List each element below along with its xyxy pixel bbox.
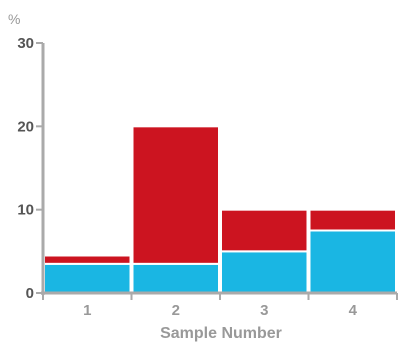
y-tick-label-0: 0 <box>26 285 34 302</box>
labels-layer: 0 10 20 30 1 2 3 4 <box>17 35 357 319</box>
y-tick-label-20: 20 <box>17 118 34 135</box>
bar-series2-cat-2 <box>131 125 220 265</box>
x-tick-label-3: 3 <box>260 302 268 319</box>
bar-series1-cat-4 <box>308 229 397 294</box>
bar-series1-cat-2 <box>131 262 220 294</box>
bar-series1-cat-1 <box>43 262 132 294</box>
bar-series2-cat-3 <box>220 208 309 253</box>
bars-layer <box>43 125 397 294</box>
bar-series1-cat-3 <box>220 250 309 294</box>
x-tick-label-4: 4 <box>349 302 358 319</box>
y-tick-label-30: 30 <box>17 35 34 52</box>
y-axis-unit-label: % <box>8 11 20 27</box>
axes-layer <box>36 42 398 300</box>
bar-series2-cat-1 <box>43 254 132 265</box>
x-tick-label-2: 2 <box>172 302 180 319</box>
bar-series2-cat-4 <box>308 208 397 232</box>
x-tick-label-1: 1 <box>83 302 91 319</box>
x-axis-title: Sample Number <box>160 325 282 342</box>
y-tick-label-10: 10 <box>17 202 34 219</box>
